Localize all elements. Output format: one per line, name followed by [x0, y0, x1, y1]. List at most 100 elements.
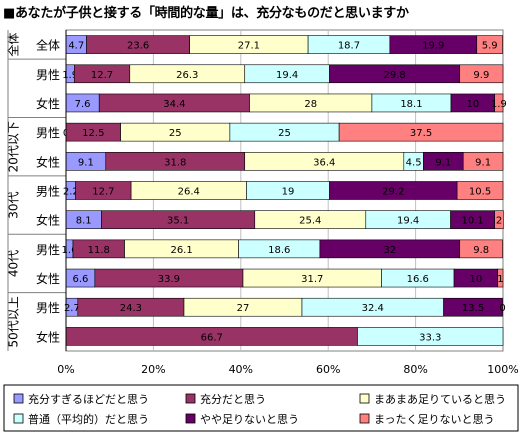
legend-swatch: [359, 393, 370, 404]
bar-segment: [497, 268, 504, 288]
data-label: 31.8: [164, 157, 186, 168]
row-label: 女性: [36, 329, 60, 344]
data-label: 35.1: [167, 216, 189, 227]
data-label: 19: [282, 187, 295, 198]
row-label: 男性: [36, 68, 60, 82]
data-label: 12.7: [91, 70, 113, 81]
data-label: 1.9: [491, 99, 507, 110]
data-label: 18.6: [268, 245, 290, 256]
x-tick-label: 20%: [141, 363, 165, 376]
legend-box: [3, 384, 519, 432]
data-label: 28: [304, 99, 317, 110]
group-label: 20代以下: [7, 121, 21, 172]
row-label: 女性: [36, 271, 60, 286]
data-label: 10: [466, 99, 479, 110]
data-label: 66.7: [201, 332, 223, 343]
data-label: 16.6: [407, 274, 429, 285]
data-label: 1.6: [62, 245, 78, 256]
data-label: 1.9: [62, 70, 78, 81]
row-label: 女性: [36, 213, 60, 228]
row-label: 男性: [36, 185, 60, 199]
data-label: 12.7: [92, 187, 114, 198]
data-label: 23.6: [127, 41, 149, 52]
row-label: 女性: [36, 96, 60, 111]
data-label: 9.1: [475, 157, 491, 168]
data-label: 2.2: [63, 187, 79, 198]
legend-label: やや足りないと思う: [200, 413, 299, 426]
group-label: 全体: [6, 33, 21, 57]
bar-segment: [459, 64, 504, 84]
data-label: 29.8: [383, 70, 405, 81]
x-tick-label: 40%: [229, 363, 253, 376]
legend-label: 充分だと思う: [200, 392, 266, 406]
row-label: 男性: [36, 243, 60, 257]
group-label: 50代以上: [7, 296, 21, 347]
data-label: 10.1: [461, 216, 483, 227]
data-label: 6.6: [72, 274, 88, 285]
data-label: 18.1: [400, 99, 422, 110]
data-label: 4.5: [406, 157, 422, 168]
row-label: 全体: [36, 38, 60, 53]
x-tick-label: 0%: [57, 363, 74, 376]
chart-title: ■あなたが子供と接する「時間的な量」は、充分なものだと思いますか: [3, 6, 409, 21]
data-label: 27.1: [238, 41, 260, 52]
legend-swatch: [13, 393, 24, 404]
legend-label: まったく足りないと思う: [374, 413, 495, 426]
legend-label: 普通（平均的）だと思う: [28, 412, 149, 426]
data-label: 8.1: [76, 216, 92, 227]
data-label: 1: [497, 274, 503, 285]
data-label: 26.3: [176, 70, 198, 81]
data-label: 19.4: [397, 216, 419, 227]
data-label: 26.4: [178, 187, 200, 198]
data-label: 25: [278, 128, 291, 139]
legend-swatch: [185, 413, 196, 424]
bar-segment: [462, 152, 504, 171]
data-label: 26.1: [170, 245, 192, 256]
row-label: 女性: [36, 154, 60, 169]
data-label: 9.9: [473, 70, 489, 81]
data-label: 11.8: [88, 245, 110, 256]
data-label: 10.5: [469, 187, 491, 198]
data-label: 2.7: [64, 303, 80, 314]
x-tick-label: 60%: [316, 363, 340, 376]
data-label: 4.7: [68, 41, 84, 52]
bar-segment: [357, 327, 504, 346]
data-label: 0: [499, 303, 505, 314]
data-label: 9.8: [473, 245, 489, 256]
data-label: 37.5: [410, 128, 432, 139]
data-label: 33.9: [158, 274, 180, 285]
x-tick-label: 80%: [403, 363, 427, 376]
data-label: 7.6: [75, 99, 91, 110]
data-label: 32.4: [362, 303, 384, 314]
legend-swatch: [359, 413, 370, 424]
bar-segment: [338, 122, 504, 142]
legend-label: まあまあ足りていると思う: [374, 393, 506, 406]
bar-segment: [494, 93, 504, 113]
x-tick-label: 100%: [487, 363, 518, 376]
data-label: 34.4: [163, 99, 185, 110]
data-label: 13.5: [462, 303, 484, 314]
data-label: 29.2: [382, 187, 404, 198]
data-label: 2: [496, 216, 502, 227]
bar-segment: [476, 35, 503, 54]
data-label: 10: [470, 274, 483, 285]
bar-segment: [494, 210, 504, 229]
data-label: 19.9: [422, 41, 444, 52]
legend-label: 充分すぎるほどだと思う: [28, 392, 149, 406]
data-label: 32: [383, 245, 396, 256]
data-label: 36.4: [313, 157, 335, 168]
bar-segment: [456, 181, 504, 200]
data-label: 24.3: [120, 303, 142, 314]
data-label: 18.7: [338, 41, 360, 52]
data-label: 9.1: [435, 157, 451, 168]
group-label: 30代: [7, 191, 21, 218]
row-label: 男性: [36, 301, 60, 315]
row-label: 男性: [36, 126, 60, 140]
data-label: 5.9: [482, 41, 498, 52]
data-label: 25.4: [299, 216, 321, 227]
data-label: 9.1: [78, 157, 94, 168]
data-label: 31.7: [301, 274, 323, 285]
data-label: 12.5: [82, 128, 104, 139]
legend-swatch: [185, 393, 196, 404]
